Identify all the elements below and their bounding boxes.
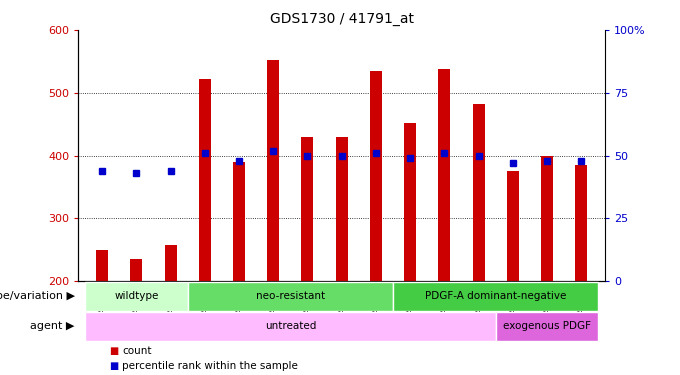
- Text: PDGF-A dominant-negative: PDGF-A dominant-negative: [425, 291, 566, 301]
- Text: untreated: untreated: [265, 321, 316, 331]
- Bar: [233, 162, 245, 281]
- Bar: [85, 312, 496, 340]
- Bar: [199, 79, 211, 281]
- Bar: [85, 282, 188, 310]
- Bar: [188, 282, 393, 310]
- Bar: [267, 60, 279, 281]
- Bar: [370, 71, 382, 281]
- Bar: [131, 259, 142, 281]
- Bar: [541, 156, 553, 281]
- Bar: [336, 137, 347, 281]
- Bar: [404, 123, 416, 281]
- Bar: [473, 104, 485, 281]
- Bar: [507, 171, 519, 281]
- Bar: [301, 137, 313, 281]
- Bar: [575, 165, 588, 281]
- Text: ■: ■: [109, 346, 118, 355]
- Text: genotype/variation ▶: genotype/variation ▶: [0, 291, 75, 301]
- Bar: [439, 69, 450, 281]
- Text: ■: ■: [109, 361, 118, 370]
- Text: count: count: [122, 346, 152, 355]
- Text: exogenous PDGF: exogenous PDGF: [503, 321, 591, 331]
- Bar: [393, 282, 598, 310]
- Bar: [96, 250, 108, 281]
- Text: percentile rank within the sample: percentile rank within the sample: [122, 361, 299, 370]
- Text: agent ▶: agent ▶: [31, 321, 75, 331]
- Text: neo-resistant: neo-resistant: [256, 291, 325, 301]
- Title: GDS1730 / 41791_at: GDS1730 / 41791_at: [270, 12, 413, 26]
- Text: wildtype: wildtype: [114, 291, 158, 301]
- Bar: [496, 312, 598, 340]
- Bar: [165, 245, 177, 281]
